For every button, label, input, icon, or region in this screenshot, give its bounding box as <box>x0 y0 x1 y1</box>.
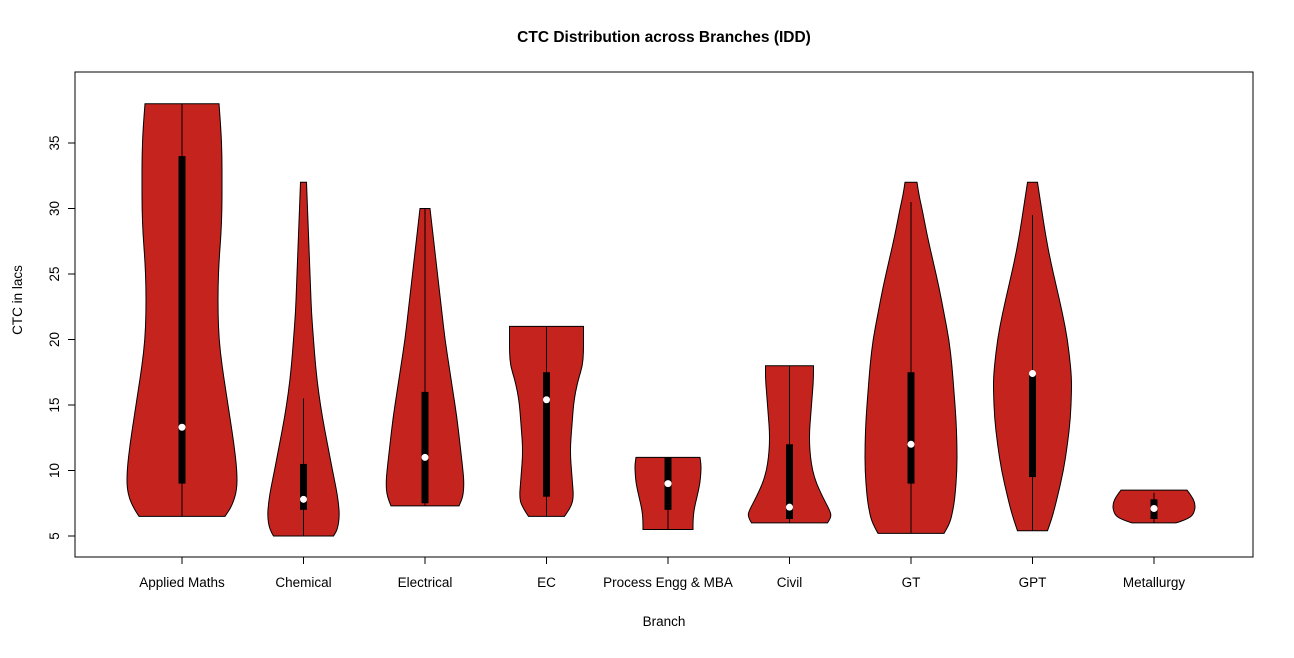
violin-shape <box>267 181 340 537</box>
y-tick-label: 5 <box>47 532 62 540</box>
violin-gt <box>864 181 958 534</box>
iqr-box <box>300 463 307 510</box>
x-tick-label-electrical: Electrical <box>398 575 453 590</box>
y-tick-label: 35 <box>47 135 62 150</box>
y-tick-label: 30 <box>47 201 62 216</box>
iqr-box <box>1029 372 1036 478</box>
x-axis: Applied Maths Chemical Electrical EC Process… <box>139 557 1185 590</box>
iqr-box <box>543 372 550 497</box>
x-axis-label: Branch <box>643 614 686 629</box>
x-tick-label-gt: GT <box>902 575 921 590</box>
iqr-box <box>178 156 186 484</box>
violin-metallurgy <box>1112 489 1196 524</box>
median-dot <box>664 480 672 488</box>
x-tick-label-metallurgy: Metallurgy <box>1123 575 1186 590</box>
median-dot <box>1150 504 1158 512</box>
y-tick-label: 15 <box>47 397 62 412</box>
violin-chemical <box>267 181 340 537</box>
median-dot <box>421 453 429 461</box>
y-tick-label: 25 <box>47 266 62 281</box>
median-dot <box>300 495 307 503</box>
violin-process-engg-mba <box>634 456 702 530</box>
iqr-box <box>907 372 915 484</box>
x-tick-label-chemical: Chemical <box>275 575 331 590</box>
plot-border <box>74 71 1254 558</box>
x-tick-label-civil: Civil <box>777 575 803 590</box>
violin-gpt <box>992 181 1073 532</box>
median-dot <box>178 423 186 431</box>
x-tick-label-gpt: GPT <box>1019 575 1047 590</box>
chart-title: CTC Distribution across Branches (IDD) <box>517 29 811 46</box>
y-axis-label: CTC in lacs <box>10 265 25 335</box>
iqr-box <box>421 391 429 504</box>
x-tick-label-applied-maths: Applied Maths <box>139 575 225 590</box>
violin-civil <box>747 365 832 524</box>
violin-electrical <box>385 208 465 507</box>
violin-applied-maths <box>126 103 238 517</box>
x-tick-label-process-engg-mba: Process Engg & MBA <box>603 575 733 590</box>
y-tick-label: 20 <box>47 332 62 347</box>
plot-area: 5 10 15 20 25 30 35 Applied Maths Chemical Electr… <box>47 71 1254 590</box>
x-tick-label-ec: EC <box>537 575 556 590</box>
median-dot <box>786 503 793 511</box>
y-tick-label: 10 <box>47 463 62 478</box>
iqr-box <box>786 444 793 519</box>
median-dot <box>907 440 915 448</box>
median-dot <box>1029 370 1036 378</box>
violin-ec <box>509 325 584 517</box>
median-dot <box>543 396 550 404</box>
y-axis: 5 10 15 20 25 30 35 <box>47 135 75 540</box>
